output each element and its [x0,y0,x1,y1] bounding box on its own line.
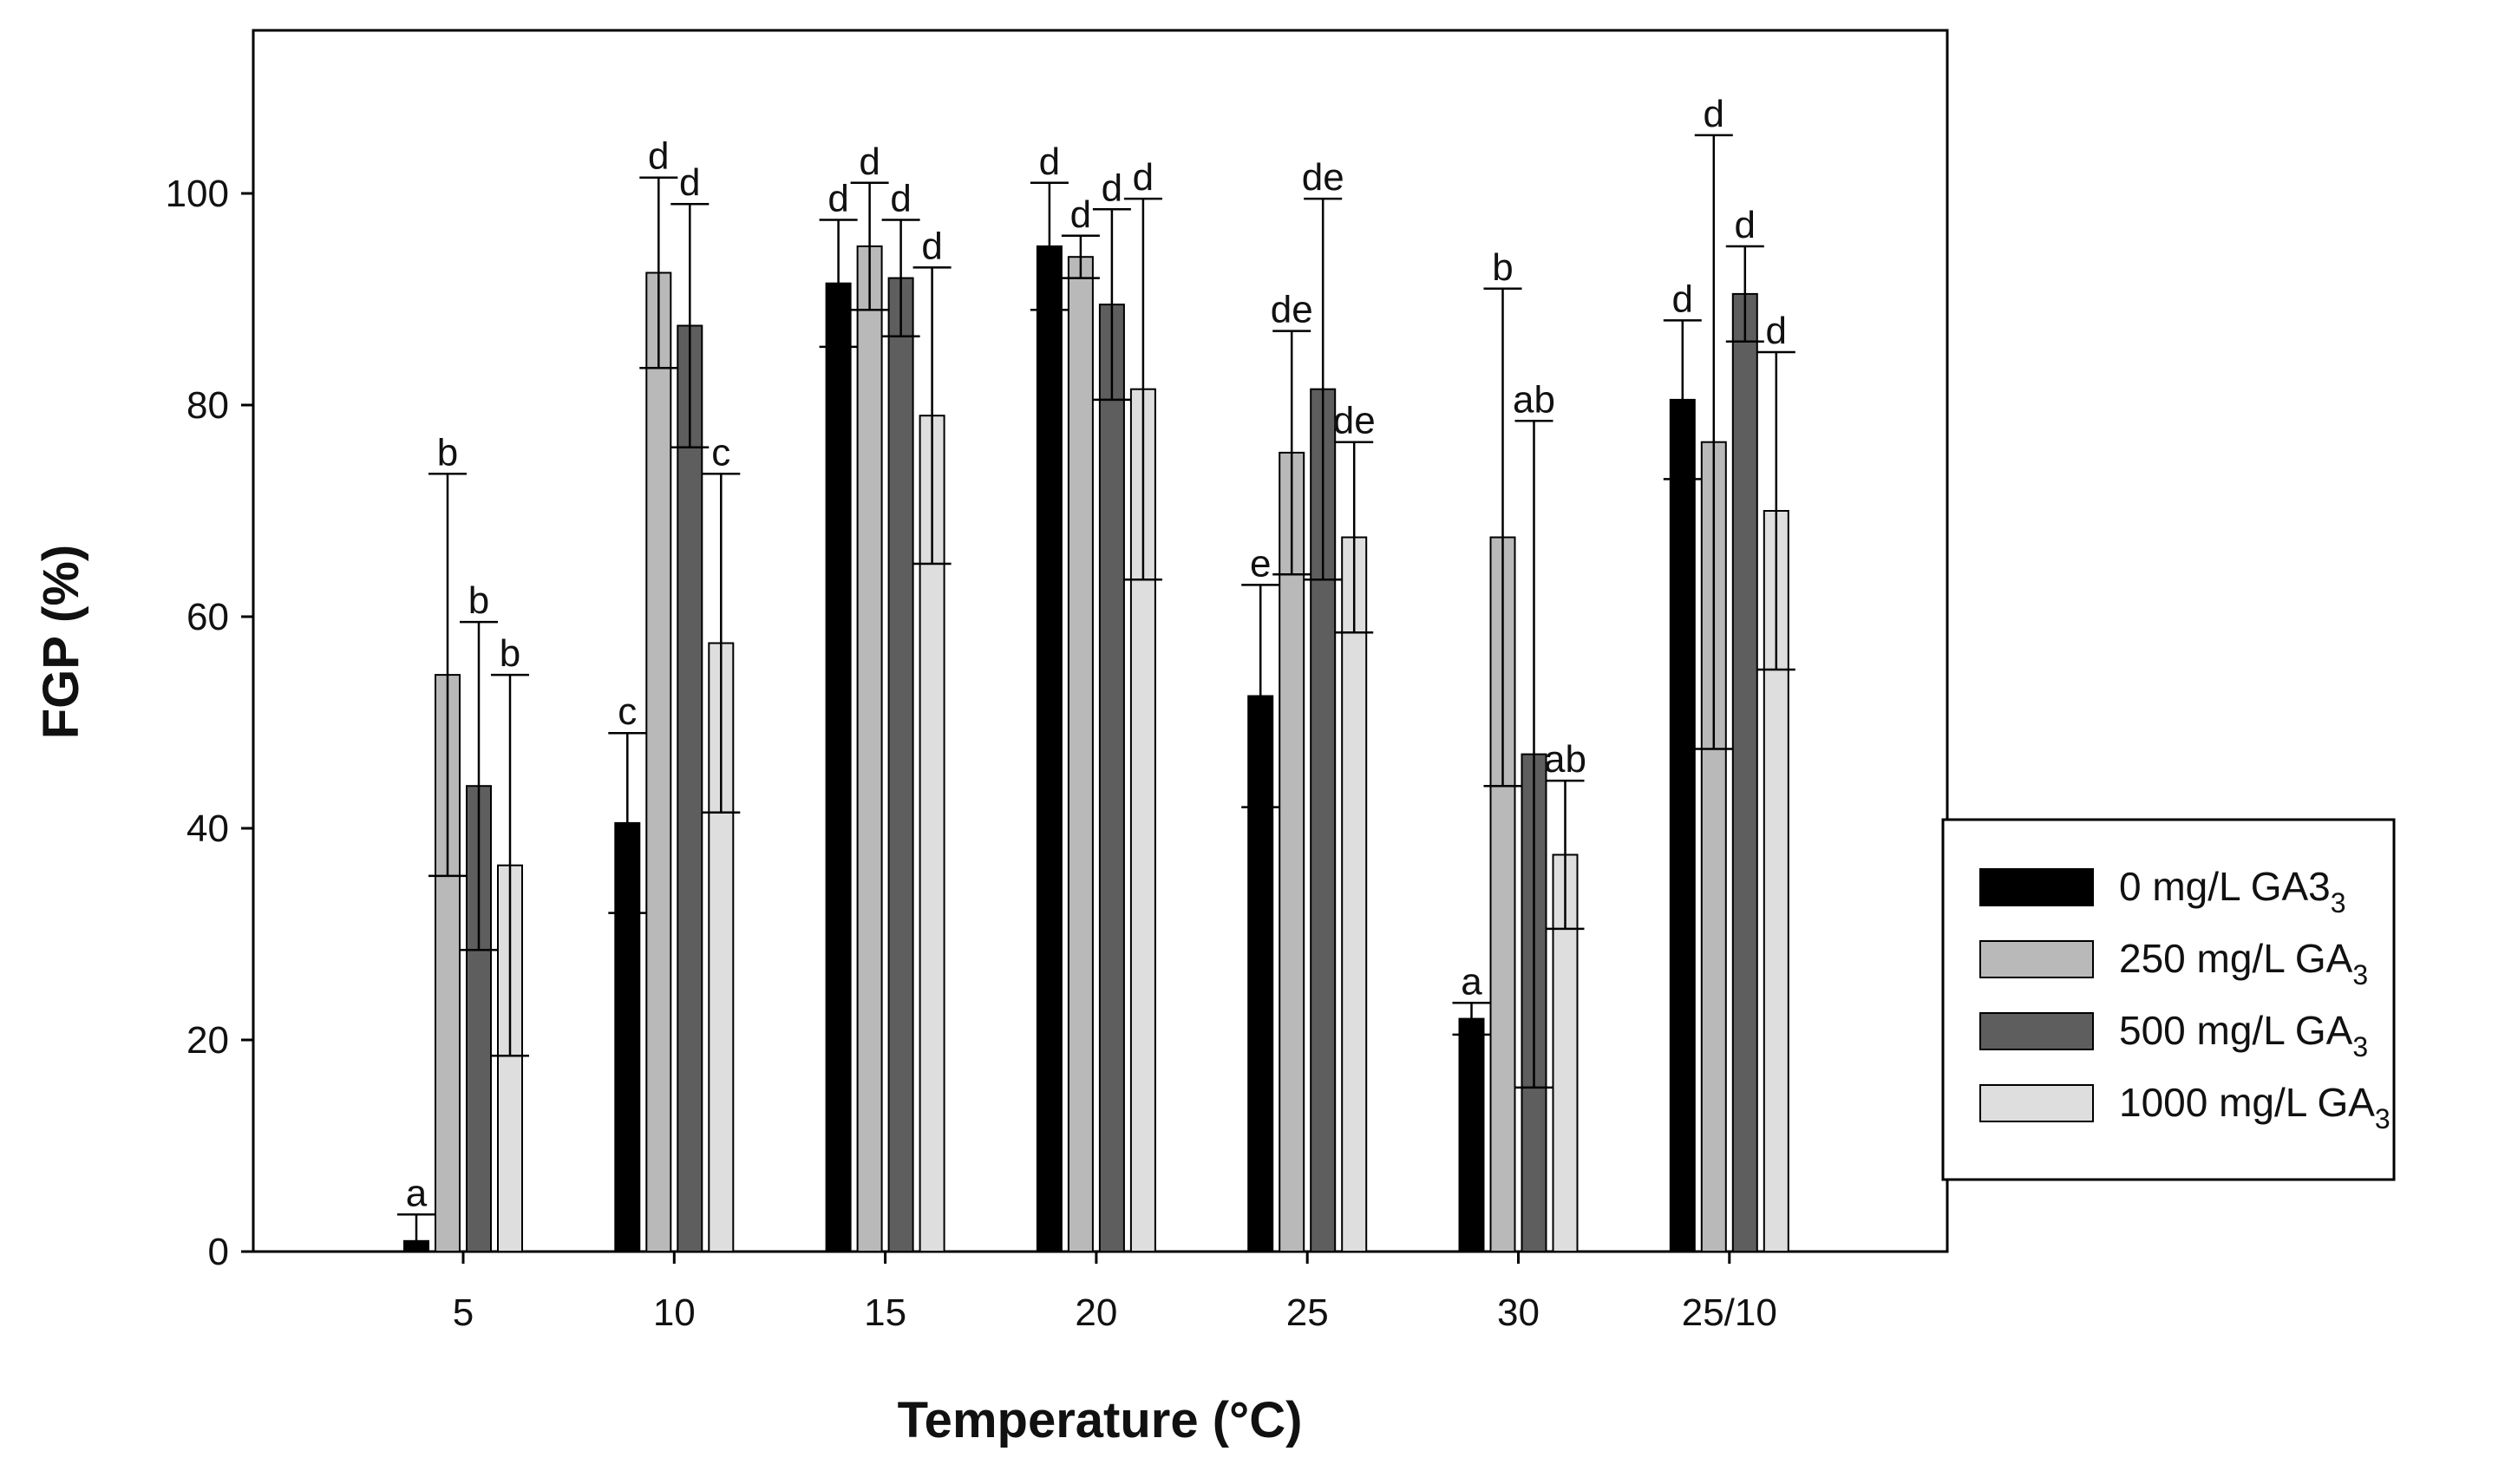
bar [1731,292,1758,1252]
x-tick-label: 10 [653,1291,696,1334]
bar [1341,536,1368,1252]
significance-letter: d [1766,310,1787,352]
legend-swatch [1979,1084,2094,1122]
y-tick-label: 60 [186,596,229,638]
axes-layer: 0 20 40 60 80 100 5 10 15 20 25 30 25/10 [166,173,1777,1334]
significance-letter: de [1333,400,1376,442]
bar [677,324,703,1252]
significance-letter: d [827,178,848,220]
significance-letter: b [1492,246,1513,289]
significance-letter: c [618,690,637,733]
significance-letter: e [1250,542,1271,585]
y-axis-title: FGP (%) [33,545,89,740]
significance-letter: a [1461,960,1482,1003]
y-tick-label: 20 [186,1019,229,1062]
bar [1036,245,1063,1252]
x-tick-label: 20 [1075,1291,1117,1334]
x-axis-title: Temperature (°C) [898,1392,1303,1448]
significance-letter: c [711,431,730,474]
significance-letter: d [859,141,880,183]
significance-letter: d [1102,167,1122,209]
significance-letter: de [1302,156,1344,199]
significance-letter: d [679,161,700,204]
significance-letter: d [1735,204,1756,246]
y-tick-label: 100 [166,173,229,215]
legend-swatch [1979,1012,2094,1050]
bar [1098,304,1125,1253]
x-tick-label: 25/10 [1682,1291,1777,1334]
bar [1279,451,1305,1252]
significance-letter: a [406,1172,428,1214]
significance-letter: b [437,431,458,474]
bar [1458,1017,1485,1252]
significance-letter: ab [1513,378,1555,421]
significance-letter: de [1271,289,1313,331]
x-tick-label: 25 [1286,1291,1329,1334]
significance-letter: b [468,579,489,622]
bar [645,271,672,1252]
significance-letter: d [1039,141,1060,183]
significance-letter: b [500,632,520,675]
significance-letter: d [1704,93,1724,135]
significance-letter: d [648,135,669,178]
x-tick-label: 15 [864,1291,906,1334]
significance-letter: ab [1544,738,1586,781]
legend-swatch [1979,868,2094,906]
y-tick-label: 80 [186,384,229,427]
x-tick-label: 5 [453,1291,474,1334]
legend-swatch [1979,940,2094,978]
significance-letter: d [921,225,942,267]
significance-letter: d [890,178,911,220]
bar [1669,398,1696,1252]
significance-letter: d [1672,278,1693,320]
bar [1067,256,1094,1253]
bar [887,277,914,1253]
x-tick-label: 30 [1497,1291,1540,1334]
y-tick-label: 40 [186,807,229,850]
significance-letter: d [1070,193,1091,236]
significance-letter: d [1133,156,1154,199]
y-tick-label: 0 [208,1231,229,1273]
bar [825,282,852,1253]
bar [856,245,883,1252]
